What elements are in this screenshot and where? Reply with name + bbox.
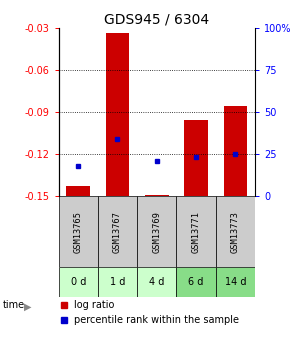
- Text: 1 d: 1 d: [110, 277, 125, 287]
- Bar: [98, 267, 137, 297]
- Bar: [184, 120, 208, 196]
- Bar: [216, 267, 255, 297]
- Text: GSM13771: GSM13771: [192, 211, 200, 253]
- Text: 0 d: 0 d: [71, 277, 86, 287]
- Bar: [224, 106, 247, 196]
- Title: GDS945 / 6304: GDS945 / 6304: [104, 12, 209, 27]
- Bar: [176, 196, 216, 267]
- Bar: [67, 186, 90, 196]
- Text: 4 d: 4 d: [149, 277, 164, 287]
- Text: ▶: ▶: [24, 302, 32, 311]
- Text: percentile rank within the sample: percentile rank within the sample: [74, 315, 239, 325]
- Text: log ratio: log ratio: [74, 300, 115, 310]
- Text: GSM13769: GSM13769: [152, 211, 161, 253]
- Bar: [216, 196, 255, 267]
- Bar: [59, 267, 98, 297]
- Text: GSM13767: GSM13767: [113, 211, 122, 253]
- Bar: [145, 195, 168, 196]
- Bar: [137, 196, 176, 267]
- Bar: [98, 196, 137, 267]
- Bar: [137, 267, 176, 297]
- Text: GSM13773: GSM13773: [231, 211, 240, 253]
- Bar: [59, 196, 98, 267]
- Bar: [106, 33, 129, 196]
- Text: GSM13765: GSM13765: [74, 211, 83, 253]
- Text: 6 d: 6 d: [188, 277, 204, 287]
- Text: time: time: [3, 300, 25, 310]
- Text: 14 d: 14 d: [224, 277, 246, 287]
- Bar: [176, 267, 216, 297]
